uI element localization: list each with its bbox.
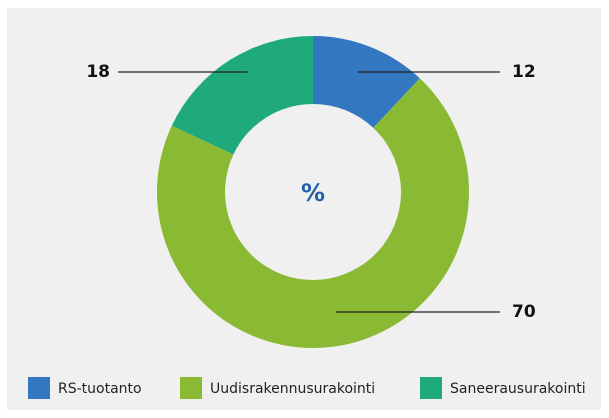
- donut-segment: [156, 78, 470, 349]
- data-label: 70: [512, 302, 536, 322]
- legend-swatch: [28, 377, 50, 399]
- legend-label: RS-tuotanto: [58, 381, 142, 397]
- data-label: 18: [86, 62, 110, 82]
- legend-label: Uudisrakennusurakointi: [210, 381, 375, 397]
- data-label: 12: [512, 62, 536, 82]
- donut-segment: [313, 36, 420, 128]
- center-label: %: [301, 179, 325, 207]
- legend-swatch: [180, 377, 202, 399]
- donut-segment: [171, 35, 313, 155]
- legend-swatch: [420, 377, 442, 399]
- legend-label: Saneerausurakointi: [450, 381, 586, 397]
